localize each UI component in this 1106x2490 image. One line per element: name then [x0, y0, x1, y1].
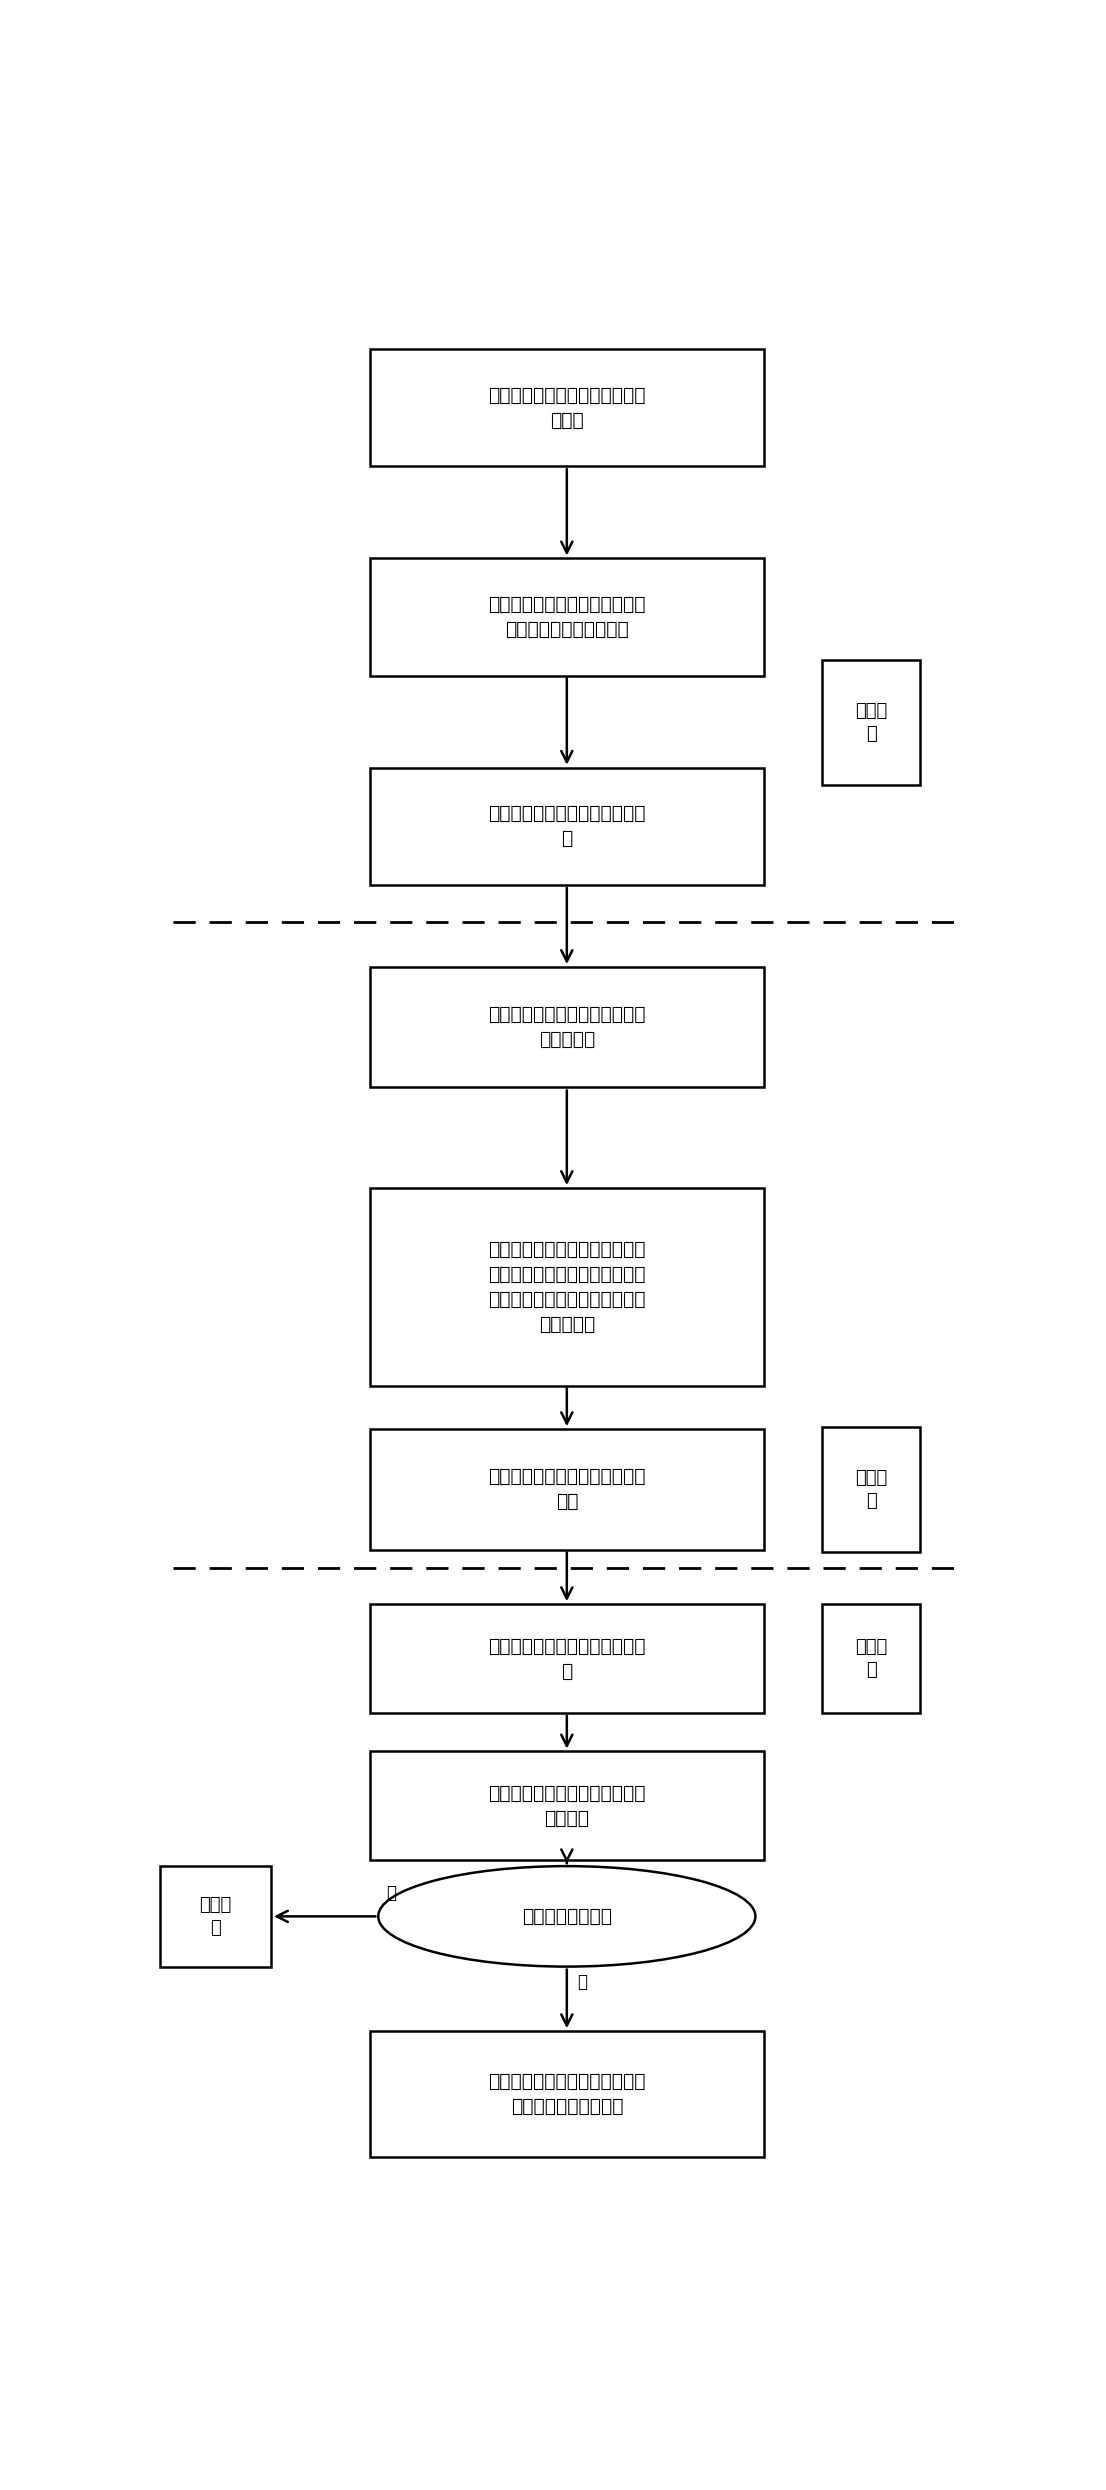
- Text: 否: 否: [386, 1885, 396, 1902]
- Bar: [369, 2032, 764, 2156]
- Bar: [159, 1865, 271, 1967]
- Text: 获取电动汽车和配电网的日前预
测信息: 获取电动汽车和配电网的日前预 测信息: [488, 386, 646, 431]
- Bar: [369, 1604, 764, 1713]
- Text: 以平抑配电网有功功率波动等为
目标对电动汽车进行调度: 以平抑配电网有功功率波动等为 目标对电动汽车进行调度: [488, 595, 646, 640]
- Text: 以日前调度方案中的每个电动汽
车子群的充放电调度为初始解，
滚动更新求解电动汽车各子群的
充放电策略: 以日前调度方案中的每个电动汽 车子群的充放电调度为初始解， 滚动更新求解电动汽车…: [488, 1240, 646, 1335]
- Bar: [369, 558, 764, 675]
- Text: 日前调
度: 日前调 度: [855, 702, 887, 742]
- Text: 获取各非行驶状态的电动汽车的
实时信息: 获取各非行驶状态的电动汽车的 实时信息: [488, 1783, 646, 1828]
- Bar: [369, 349, 764, 466]
- Text: 是否满足调度条件: 是否满足调度条件: [522, 1907, 612, 1925]
- Text: 实时调
度: 实时调 度: [855, 1638, 887, 1678]
- Bar: [822, 1427, 920, 1551]
- Text: 滚动调
度: 滚动调 度: [855, 1469, 887, 1509]
- Bar: [822, 660, 920, 784]
- Bar: [369, 1750, 764, 1860]
- Text: 得到每个充电站的各时段总充放
电量: 得到每个充电站的各时段总充放 电量: [488, 1467, 646, 1511]
- Text: 获取各充电站各时段的总充放电
量: 获取各充电站各时段的总充放电 量: [488, 1636, 646, 1681]
- Text: 获取电动汽车和配电网的日内滚
动预测信息: 获取电动汽车和配电网的日内滚 动预测信息: [488, 1006, 646, 1048]
- Text: 是: 是: [577, 1972, 587, 1990]
- Bar: [822, 1604, 920, 1713]
- Bar: [369, 1188, 764, 1384]
- Ellipse shape: [378, 1865, 755, 1967]
- Bar: [369, 966, 764, 1088]
- Text: 得到每个子群分别制定充放电策
略: 得到每个子群分别制定充放电策 略: [488, 804, 646, 849]
- Bar: [369, 767, 764, 884]
- Text: 立即充
电: 立即充 电: [199, 1895, 231, 1937]
- Text: 单量电动汽车根据其所属子群的
充放电策略进行充放电: 单量电动汽车根据其所属子群的 充放电策略进行充放电: [488, 2072, 646, 2116]
- Bar: [369, 1429, 764, 1549]
